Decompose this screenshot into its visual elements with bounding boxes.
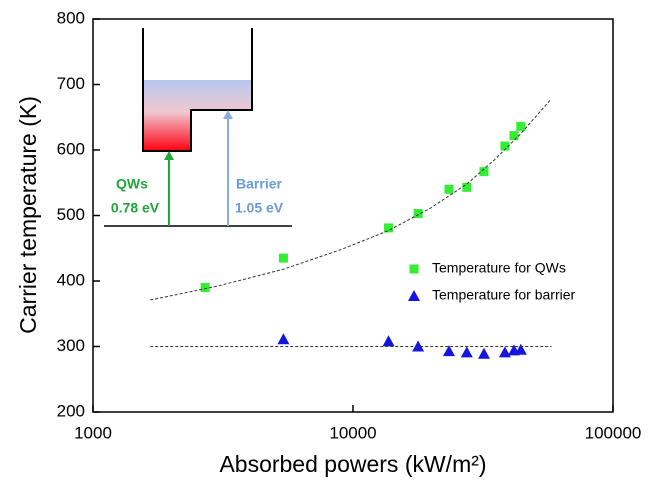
point (514, 343, 527, 355)
barrier-arrowhead (223, 110, 233, 119)
y-tick-label: 200 (57, 401, 85, 420)
point (479, 167, 489, 177)
fit-line (150, 99, 551, 301)
point (200, 283, 210, 293)
annotation: Barrier (236, 176, 282, 192)
point (500, 141, 510, 151)
y-tick-label: 300 (57, 336, 85, 355)
point (382, 335, 395, 347)
point (442, 345, 455, 357)
x-tick-label: 100000 (585, 423, 642, 442)
y-tick-label: 800 (57, 8, 85, 27)
y-axis-label: Carrier temperature (K) (15, 96, 41, 334)
x-tick-label: 10000 (329, 423, 376, 442)
y-tick-label: 600 (57, 139, 85, 158)
legend-marker (408, 290, 420, 301)
point (444, 184, 454, 194)
point (384, 223, 394, 233)
annotation: 0.78 eV (111, 200, 160, 216)
point (460, 346, 473, 358)
carrier-fill (143, 80, 252, 151)
point (516, 121, 526, 131)
legend-marker (409, 264, 419, 274)
well-profile (142, 28, 253, 152)
legend-label: Temperature for QWs (432, 260, 566, 276)
x-tick-label: 1000 (74, 423, 112, 442)
point (462, 182, 472, 192)
inset-diagram: QWs 0.78 eV Barrier 1.05 eV (104, 28, 292, 227)
x-axis-label: Absorbed powers (kW/m²) (219, 451, 486, 477)
point (477, 347, 490, 359)
plot-frame (92, 18, 614, 413)
point (413, 209, 423, 219)
point (278, 253, 288, 263)
y-tick-label: 400 (57, 270, 85, 289)
point (509, 131, 519, 141)
annotation: 1.05 eV (235, 200, 284, 216)
y-tick-label: 500 (57, 205, 85, 224)
y-tick-label: 700 (57, 74, 85, 93)
legend-label: Temperature for barrier (432, 287, 576, 303)
point (277, 333, 290, 345)
annotation: QWs (116, 176, 148, 192)
qw-arrowhead (164, 151, 174, 160)
point (498, 346, 511, 358)
